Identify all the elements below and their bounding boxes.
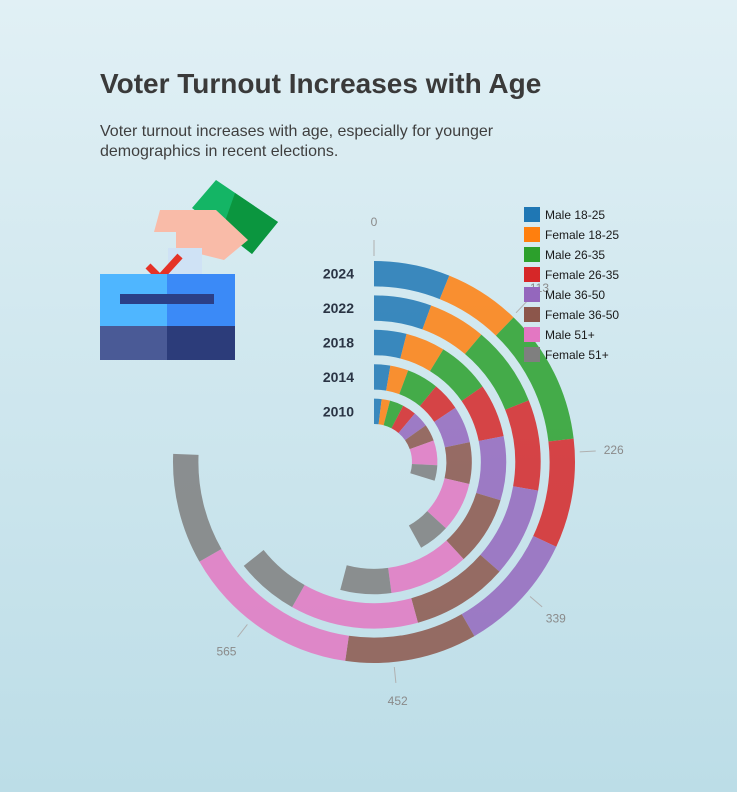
bar-segment-2022-male-18-25[interactable]: [374, 295, 432, 330]
legend-label-female-18-25[interactable]: Female 18-25: [545, 228, 619, 242]
legend-label-female-26-35[interactable]: Female 26-35: [545, 268, 619, 282]
legend-label-female-36-50[interactable]: Female 36-50: [545, 308, 619, 322]
bar-segment-2024-female-18-25[interactable]: [439, 275, 514, 336]
bar-segment-2010-male-26-35[interactable]: [383, 400, 404, 429]
bar-segment-2014-female-18-25[interactable]: [386, 365, 409, 395]
radial-tick-label: 0: [371, 215, 378, 229]
bar-segment-2010-male-18-25[interactable]: [374, 398, 382, 425]
radial-tick-line: [393, 666, 397, 683]
bar-segment-2024-male-18-25[interactable]: [374, 261, 450, 300]
bar-segment-2022-male-36-50[interactable]: [480, 486, 539, 572]
radial-tick-line: [515, 300, 528, 314]
bar-segment-2010-female-18-25[interactable]: [378, 399, 391, 426]
legend-swatch-male-18-25[interactable]: [524, 207, 540, 222]
category-label-2010: 2010: [323, 403, 354, 419]
bar-segment-2014-female-36-50[interactable]: [444, 442, 472, 484]
legend-swatch-male-36-50[interactable]: [524, 287, 540, 302]
legend-swatch-female-26-35[interactable]: [524, 267, 540, 282]
bar-segment-2022-female-18-25[interactable]: [422, 305, 482, 355]
category-label-2024: 2024: [323, 266, 354, 282]
bar-segment-2010-male-51-[interactable]: [409, 440, 438, 466]
legend-label-male-36-50[interactable]: Male 36-50: [545, 288, 605, 302]
bar-segment-2024-male-26-35[interactable]: [495, 317, 574, 442]
bar-segment-2024-female-51-[interactable]: [173, 453, 222, 562]
legend-label-male-26-35[interactable]: Male 26-35: [545, 248, 605, 262]
radial-tick-label: 339: [546, 612, 566, 626]
bar-segment-2018-male-26-35[interactable]: [430, 349, 483, 401]
bar-segment-2022-female-26-35[interactable]: [505, 400, 541, 491]
bar-segment-2018-female-26-35[interactable]: [461, 386, 504, 442]
bar-segment-2022-male-26-35[interactable]: [464, 334, 529, 410]
bar-segment-2022-female-36-50[interactable]: [411, 554, 500, 623]
bar-segment-2018-male-51-[interactable]: [388, 540, 464, 594]
category-label-2018: 2018: [323, 335, 354, 351]
bar-segment-2010-female-36-50[interactable]: [405, 425, 434, 450]
category-label-2014: 2014: [323, 369, 354, 385]
bar-segment-2022-male-51-[interactable]: [292, 584, 418, 629]
bar-segment-2014-female-51-[interactable]: [408, 511, 446, 548]
bar-segment-2024-female-36-50[interactable]: [345, 614, 475, 664]
bar-segment-2014-male-18-25[interactable]: [374, 364, 391, 391]
bar-segment-2014-male-36-50[interactable]: [434, 407, 470, 448]
radial-tick-line: [237, 624, 248, 638]
legend-swatch-female-36-50[interactable]: [524, 307, 540, 322]
bar-segment-2022-female-51-[interactable]: [243, 550, 305, 608]
radial-tick-label: 565: [216, 644, 236, 658]
radial-tick-label: 452: [388, 694, 408, 708]
chart-title: Voter Turnout Increases with Age: [100, 68, 542, 99]
bar-segment-2014-male-51-[interactable]: [427, 478, 470, 529]
bar-segment-2014-male-26-35[interactable]: [399, 370, 437, 407]
bar-segment-2018-male-18-25[interactable]: [374, 329, 407, 359]
legend-swatch-male-51-[interactable]: [524, 327, 540, 342]
radial-tick-label: 226: [604, 443, 624, 457]
radial-tick-line: [579, 450, 596, 453]
legend-swatch-female-51-[interactable]: [524, 347, 540, 362]
legend-swatch-female-18-25[interactable]: [524, 227, 540, 242]
bar-segment-2014-female-26-35[interactable]: [419, 386, 456, 422]
bar-segment-2018-female-51-[interactable]: [340, 565, 392, 595]
chart-subtitle: Voter turnout increases with age, especi…: [100, 123, 494, 160]
bar-segment-2024-female-26-35[interactable]: [533, 438, 575, 547]
bar-segment-2010-male-36-50[interactable]: [398, 413, 426, 441]
legend-label-female-51-[interactable]: Female 51+: [545, 348, 609, 362]
bar-segment-2024-male-51-[interactable]: [199, 549, 349, 661]
bar-segment-2018-female-18-25[interactable]: [400, 333, 444, 372]
bar-segment-2010-female-26-35[interactable]: [391, 405, 415, 433]
legend-label-male-18-25[interactable]: Male 18-25: [545, 208, 605, 222]
radial-tick-line: [529, 596, 543, 608]
legend-swatch-male-26-35[interactable]: [524, 247, 540, 262]
legend-label-male-51-[interactable]: Male 51+: [545, 328, 595, 342]
bar-segment-2024-male-36-50[interactable]: [461, 536, 557, 637]
bar-segment-2018-female-36-50[interactable]: [446, 492, 501, 560]
ballot-box-vote-icon: [100, 180, 278, 360]
bar-segment-2010-female-51-[interactable]: [410, 463, 438, 481]
bar-segment-2018-male-36-50[interactable]: [476, 436, 507, 501]
category-label-2022: 2022: [323, 300, 354, 316]
